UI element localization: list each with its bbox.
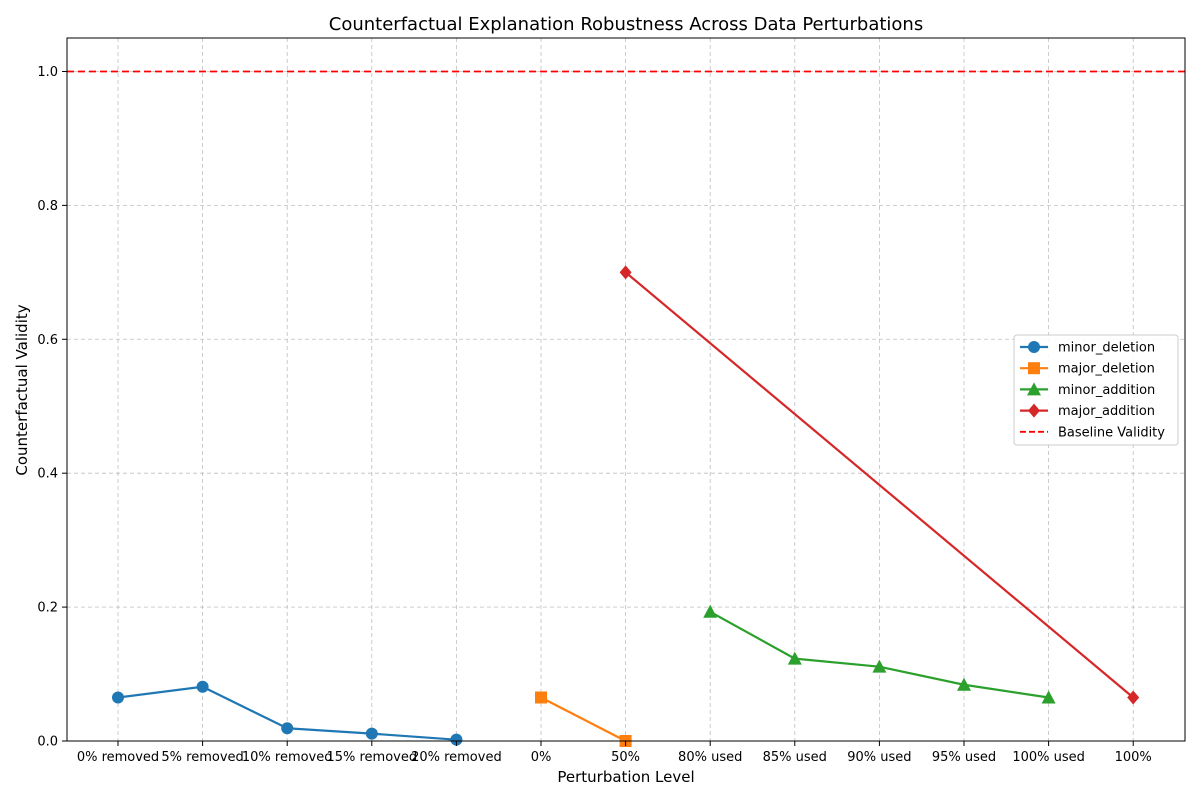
x-tick-label: 100% xyxy=(1115,750,1152,765)
data-point-minor_deletion xyxy=(281,722,294,735)
x-tick-label: 5% removed xyxy=(161,750,243,765)
data-point-minor_addition xyxy=(1041,690,1056,704)
legend-item-major_addition: major_addition xyxy=(1020,403,1155,419)
x-tick-label: 50% xyxy=(611,750,640,765)
y-tick-label: 0.2 xyxy=(37,601,58,616)
data-point-minor_addition xyxy=(787,651,802,665)
legend-label: major_deletion xyxy=(1058,362,1155,377)
data-point-minor_deletion xyxy=(365,727,378,740)
y-tick-label: 0.8 xyxy=(37,199,58,214)
legend-item-minor_deletion: minor_deletion xyxy=(1020,341,1155,356)
y-tick-label: 0.0 xyxy=(37,735,58,750)
series-minor_addition xyxy=(703,604,1056,704)
series-line-major_addition xyxy=(624,271,1134,699)
legend-item-minor_addition: minor_addition xyxy=(1020,382,1155,398)
y-tick-label: 1.0 xyxy=(37,65,58,80)
legend-item-baseline-validity: Baseline Validity xyxy=(1020,425,1165,440)
x-tick-label: 100% used xyxy=(1012,750,1085,765)
data-point-major_deletion xyxy=(535,691,547,704)
legend-swatch-marker xyxy=(1028,403,1040,418)
legend-swatch-marker xyxy=(1027,382,1041,396)
y-axis-label: Counterfactual Validity xyxy=(13,304,31,475)
legend-item-major_deletion: major_deletion xyxy=(1020,362,1155,377)
legend-box xyxy=(1013,334,1179,446)
legend-label: major_addition xyxy=(1058,404,1155,419)
x-tick-label: 15% removed xyxy=(326,750,417,765)
x-tick-label: 80% used xyxy=(678,750,742,765)
data-point-minor_deletion xyxy=(112,691,124,704)
x-axis-label: Perturbation Level xyxy=(557,768,694,786)
data-point-major_addition xyxy=(619,265,632,280)
y-tick-label: 0.4 xyxy=(37,467,58,482)
legend-swatch-marker xyxy=(1028,341,1040,353)
x-tick-label: 10% removed xyxy=(242,750,333,765)
data-point-minor_addition xyxy=(872,659,887,673)
legend-swatch-marker xyxy=(1028,362,1040,375)
x-tick-label: 90% used xyxy=(847,750,911,765)
series-major_addition xyxy=(619,265,1140,705)
x-tick-label: 95% used xyxy=(932,750,996,765)
data-point-minor_deletion xyxy=(450,733,463,746)
data-point-major_addition xyxy=(1127,690,1140,705)
legend-label: Baseline Validity xyxy=(1058,425,1165,440)
data-point-minor_addition xyxy=(957,677,971,691)
grid xyxy=(67,38,1185,742)
y-tick-label: 0.6 xyxy=(37,333,58,348)
x-tick-label: 0% xyxy=(531,750,552,765)
series-layer xyxy=(112,265,1140,747)
data-point-minor_addition xyxy=(703,604,718,618)
series-minor_deletion xyxy=(112,680,463,746)
x-tick-label: 85% used xyxy=(763,750,827,765)
chart-title: Counterfactual Explanation Robustness Ac… xyxy=(329,14,923,35)
data-point-minor_deletion xyxy=(196,680,209,693)
x-tick-label: 20% removed xyxy=(411,750,502,765)
legend: minor_deletion major_deletion minor_additi… xyxy=(1013,334,1179,446)
x-tick-label: 0% removed xyxy=(77,750,159,765)
legend-label: minor_addition xyxy=(1058,383,1155,398)
series-line-major_deletion xyxy=(540,696,627,742)
legend-label: minor_deletion xyxy=(1058,341,1155,356)
